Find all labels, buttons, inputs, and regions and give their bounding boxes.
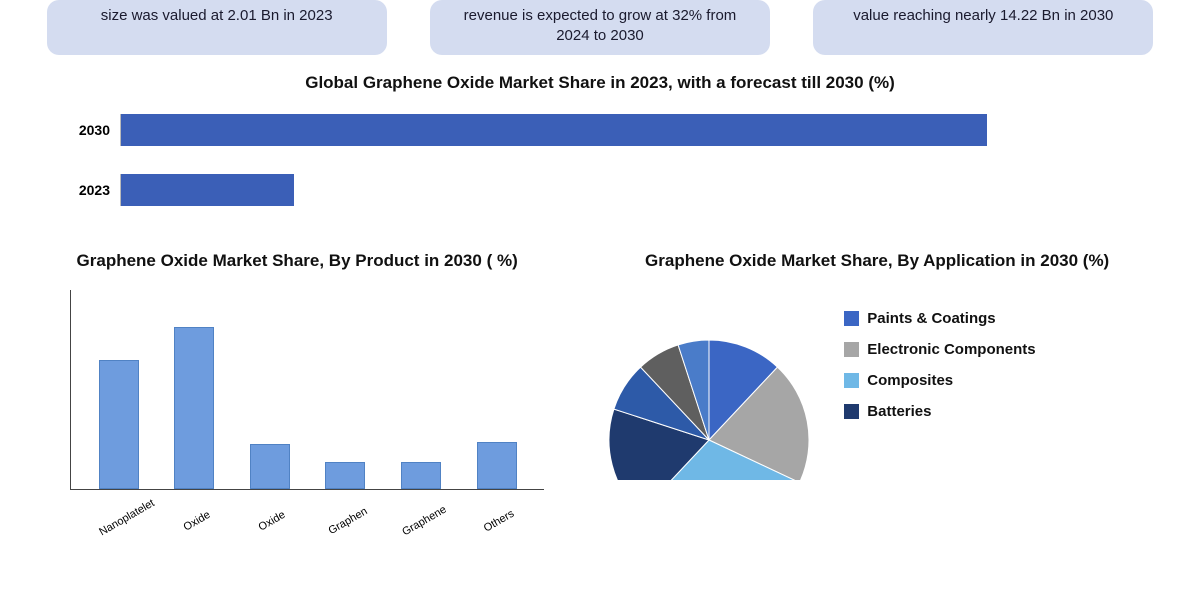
bar-rect (99, 360, 139, 490)
info-box-row: size was valued at 2.01 Bn in 2023 reven… (0, 0, 1200, 55)
info-box-1: size was valued at 2.01 Bn in 2023 (47, 0, 387, 55)
product-chart: Graphene Oxide Market Share, By Product … (40, 250, 554, 528)
info-box-3: value reaching nearly 14.22 Bn in 2030 (813, 0, 1153, 55)
legend-swatch (844, 404, 859, 419)
legend-label: Batteries (867, 403, 931, 420)
bar-category-label: Oxide (173, 504, 221, 538)
legend-row: Paints & Coatings (844, 310, 1035, 327)
legend-swatch (844, 373, 859, 388)
application-chart: Graphene Oxide Market Share, By Applicat… (594, 250, 1160, 528)
hbar-label: 2023 (60, 182, 120, 198)
legend-label: Electronic Components (867, 341, 1035, 358)
legend-row: Batteries (844, 403, 1035, 420)
bar-category-label: Graphen (324, 504, 372, 538)
legend-label: Composites (867, 372, 953, 389)
bar-col (321, 462, 369, 489)
hbar-fill (121, 114, 987, 146)
hbar-section: Global Graphene Oxide Market Share in 20… (0, 73, 1200, 225)
bar-col (397, 462, 445, 489)
hbar-track (120, 114, 1140, 146)
bar-rect (401, 462, 441, 489)
lower-section: Graphene Oxide Market Share, By Product … (0, 250, 1200, 528)
pie-svg (594, 310, 824, 480)
legend-row: Composites (844, 372, 1035, 389)
info-box-2: revenue is expected to grow at 32% from … (430, 0, 770, 55)
hbar-row: 2023 (60, 165, 1140, 215)
hbar-chart: 2030 2023 (60, 105, 1140, 225)
legend-row: Electronic Components (844, 341, 1035, 358)
application-chart-title: Graphene Oxide Market Share, By Applicat… (594, 250, 1160, 272)
bar-category-label: Others (476, 504, 524, 538)
pie-legend: Paints & Coatings Electronic Components Co… (844, 310, 1035, 420)
product-bar-area (70, 290, 544, 490)
bar-col (170, 327, 218, 489)
bar-category-label: Nanoplatelet (97, 504, 145, 538)
bar-rect (250, 444, 290, 489)
hbar-fill (121, 174, 294, 206)
hbar-track (120, 174, 1140, 206)
bar-rect (174, 327, 214, 489)
hbar-title: Global Graphene Oxide Market Share in 20… (60, 73, 1140, 93)
bar-col (246, 444, 294, 489)
bar-col (473, 442, 521, 489)
hbar-row: 2030 (60, 105, 1140, 155)
legend-swatch (844, 311, 859, 326)
pie-svg-wrap (594, 310, 824, 480)
bar-category-label: Graphene (400, 504, 448, 538)
bar-rect (477, 442, 517, 489)
bar-rect (325, 462, 365, 489)
legend-swatch (844, 342, 859, 357)
legend-label: Paints & Coatings (867, 310, 995, 327)
product-chart-title: Graphene Oxide Market Share, By Product … (40, 250, 554, 272)
bar-category-label: Oxide (248, 504, 296, 538)
hbar-label: 2030 (60, 122, 120, 138)
bar-col (95, 360, 143, 490)
product-bar-labels: NanoplateletOxideOxideGraphenGrapheneOth… (70, 490, 544, 528)
